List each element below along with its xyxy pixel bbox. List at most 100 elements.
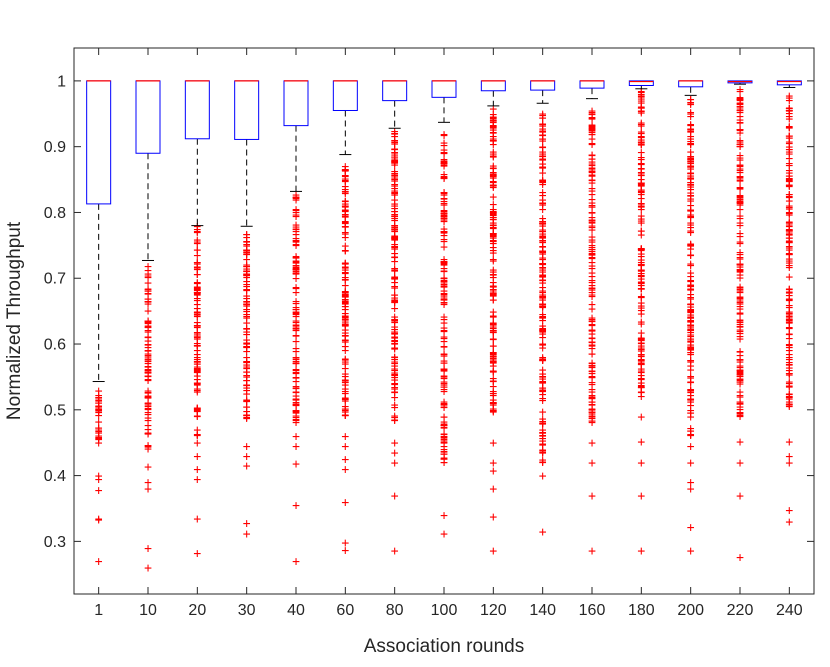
- outlier-marker: +: [144, 334, 152, 349]
- outlier-marker: +: [193, 357, 201, 372]
- outlier-marker: +: [292, 191, 300, 206]
- outlier-marker: +: [144, 295, 152, 310]
- outlier-marker: +: [440, 254, 448, 269]
- outlier-marker: +: [687, 429, 695, 444]
- outlier-marker: +: [687, 384, 695, 399]
- outlier-marker: +: [144, 349, 152, 364]
- outlier-marker: +: [687, 210, 695, 225]
- outlier-marker: +: [785, 293, 793, 308]
- outlier-marker: +: [687, 180, 695, 195]
- outlier-marker: +: [637, 354, 645, 369]
- outlier-marker: +: [687, 270, 695, 285]
- outlier-marker: +: [243, 387, 251, 402]
- outlier-marker: +: [341, 323, 349, 338]
- outlier-marker: +: [588, 206, 596, 221]
- y-tick-label: 0.6: [44, 337, 66, 354]
- outlier-marker: +: [637, 357, 645, 372]
- outlier-marker: +: [489, 365, 497, 380]
- outlier-marker: +: [292, 260, 300, 275]
- outlier-marker: +: [144, 426, 152, 441]
- outlier-marker: +: [736, 395, 744, 410]
- outlier-marker: +: [440, 324, 448, 339]
- outlier-marker: +: [687, 393, 695, 408]
- outlier-marker: +: [292, 266, 300, 281]
- outlier-marker: +: [440, 192, 448, 207]
- outlier-marker: +: [539, 299, 547, 314]
- outlier-marker: +: [785, 206, 793, 221]
- outlier-marker: +: [736, 294, 744, 309]
- outlier-marker: +: [391, 330, 399, 345]
- outlier-marker: +: [736, 388, 744, 403]
- outlier-marker: +: [588, 335, 596, 350]
- outlier-marker: +: [341, 297, 349, 312]
- outlier-marker: +: [341, 163, 349, 178]
- outlier-marker: +: [193, 330, 201, 345]
- outlier-marker: +: [144, 282, 152, 297]
- outlier-marker: +: [637, 344, 645, 359]
- outlier-marker: +: [391, 385, 399, 400]
- outlier-marker: +: [193, 362, 201, 377]
- outlier-marker: +: [391, 313, 399, 328]
- outlier-marker: +: [736, 290, 744, 305]
- outlier-marker: +: [440, 455, 448, 470]
- outlier-marker: +: [687, 393, 695, 408]
- outlier-marker: +: [391, 359, 399, 374]
- outlier-marker: +: [637, 247, 645, 262]
- outlier-marker: +: [440, 431, 448, 446]
- outlier-marker: +: [341, 164, 349, 179]
- outlier-marker: +: [391, 378, 399, 393]
- outlier-marker: +: [144, 411, 152, 426]
- outlier-marker: +: [687, 345, 695, 360]
- outlier-marker: +: [144, 338, 152, 353]
- outlier-marker: +: [489, 397, 497, 412]
- outlier-marker: +: [193, 378, 201, 393]
- outlier-marker: +: [588, 414, 596, 429]
- y-tick-label: 0.3: [44, 534, 66, 551]
- outlier-marker: +: [243, 259, 251, 274]
- outlier-marker: +: [637, 212, 645, 227]
- outlier-marker: +: [687, 242, 695, 257]
- outlier-marker: +: [243, 373, 251, 388]
- outlier-marker: +: [785, 208, 793, 223]
- outlier-marker: +: [637, 368, 645, 383]
- outlier-marker: +: [785, 282, 793, 297]
- outlier-marker: +: [687, 404, 695, 419]
- outlier-marker: +: [539, 323, 547, 338]
- outlier-marker: +: [785, 332, 793, 347]
- outlier-marker: +: [539, 186, 547, 201]
- outlier-marker: +: [341, 271, 349, 286]
- outlier-marker: +: [588, 132, 596, 147]
- outlier-marker: +: [243, 239, 251, 254]
- outlier-marker: +: [687, 137, 695, 152]
- outlier-marker: +: [687, 96, 695, 111]
- outlier-marker: +: [292, 354, 300, 369]
- outlier-marker: +: [193, 355, 201, 370]
- outlier-marker: +: [785, 129, 793, 144]
- outlier-marker: +: [539, 227, 547, 242]
- outlier-marker: +: [489, 544, 497, 559]
- outlier-marker: +: [736, 140, 744, 155]
- outlier-marker: +: [637, 101, 645, 116]
- outlier-marker: +: [144, 396, 152, 411]
- outlier-marker: +: [785, 227, 793, 242]
- outlier-marker: +: [736, 265, 744, 280]
- outlier-marker: +: [539, 354, 547, 369]
- outlier-marker: +: [243, 393, 251, 408]
- outlier-marker: +: [637, 357, 645, 372]
- outlier-marker: +: [440, 287, 448, 302]
- outlier-marker: +: [489, 321, 497, 336]
- outlier-marker: +: [440, 170, 448, 185]
- outlier-marker: +: [785, 289, 793, 304]
- outlier-marker: +: [687, 107, 695, 122]
- outlier-marker: +: [687, 175, 695, 190]
- outlier-marker: +: [144, 362, 152, 377]
- outlier-marker: +: [785, 188, 793, 203]
- outlier-marker: +: [637, 185, 645, 200]
- outlier-marker: +: [687, 125, 695, 140]
- outlier-marker: +: [637, 136, 645, 151]
- outlier-marker: +: [785, 224, 793, 239]
- outlier-marker: +: [687, 153, 695, 168]
- outlier-marker: +: [489, 324, 497, 339]
- outlier-marker: +: [687, 178, 695, 193]
- outlier-marker: +: [637, 410, 645, 425]
